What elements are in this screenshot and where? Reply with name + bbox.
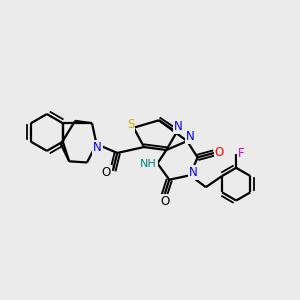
Text: N: N xyxy=(189,167,198,179)
Text: N: N xyxy=(174,120,183,133)
Text: NH: NH xyxy=(140,159,157,169)
Text: S: S xyxy=(127,118,134,131)
Text: O: O xyxy=(214,146,224,160)
Text: N: N xyxy=(186,130,194,143)
Text: N: N xyxy=(93,141,102,154)
Text: O: O xyxy=(160,195,170,208)
Text: F: F xyxy=(238,147,245,161)
Text: O: O xyxy=(102,166,111,179)
